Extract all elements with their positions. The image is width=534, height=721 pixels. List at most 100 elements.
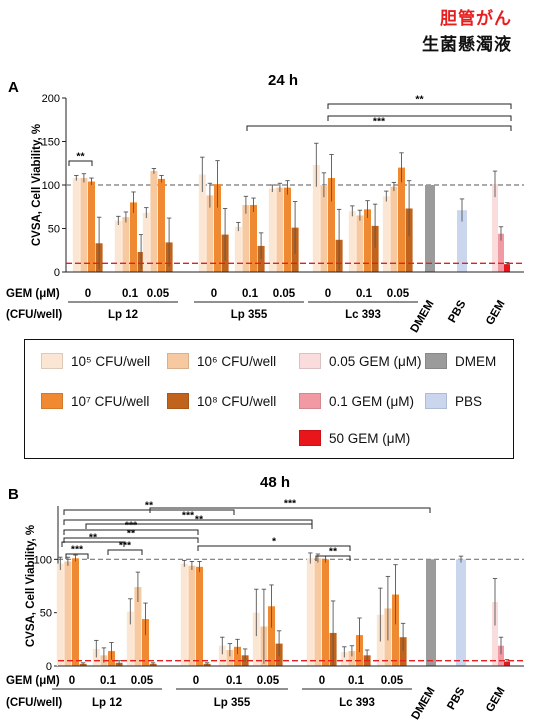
control-bar [457,210,467,272]
significance-label: ** [195,514,204,526]
bar [364,209,371,272]
significance-label: * [272,536,277,548]
legend-swatch [41,393,63,409]
bar [149,663,157,666]
gem-level-label: 0.1 [122,288,139,300]
control-bar [492,184,498,272]
bar [150,171,158,272]
legend-label: 10⁵ CFU/well [71,353,151,369]
bar [56,563,64,666]
gem-level-label: 0.1 [100,675,117,687]
legend-item: PBS [425,393,482,409]
bar [214,184,221,272]
header-title-black: 生菌懸濁液 [422,35,512,54]
gem-level-label: 0.05 [381,675,404,687]
gem-level-label: 0 [319,675,325,687]
significance-label: *** [182,510,195,522]
bar [142,619,149,666]
gem-level-label: 0.1 [348,675,365,687]
bar [340,652,348,666]
bar [268,606,275,666]
bar [356,215,364,272]
legend-swatch [425,393,447,409]
chart-title: 48 h [260,474,290,491]
significance-bracket [327,103,512,109]
legend-item: 10⁶ CFU/well [167,353,276,369]
legend-label: 10⁸ CFU/well [197,393,277,409]
control-bar [426,559,436,666]
legend-swatch [425,353,447,369]
chart-title: 24 h [268,72,298,89]
legend-label: 10⁶ CFU/well [197,353,277,369]
legend-label: 0.05 GEM (μM) [329,353,422,369]
legend-item: 10⁸ CFU/well [167,393,276,409]
y-tick-label: 0 [46,661,52,673]
gem-level-label: 0.1 [242,288,259,300]
control-bar [498,645,504,666]
gem-level-label: 0.05 [147,288,170,300]
control-label: DMEM [409,299,437,335]
bar [276,187,284,272]
significance-bracket [68,160,93,166]
bar [322,559,329,666]
gem-level-label: 0 [325,288,331,300]
legend-label: DMEM [455,353,497,369]
bar [268,188,276,272]
bar [142,212,150,272]
significance-label: ** [76,151,85,163]
legend-item: 50 GEM (μM) [299,430,410,446]
gem-level-label: 0 [193,675,199,687]
bar [371,225,379,272]
strain-label: Lc 393 [345,309,381,321]
bar [234,226,242,272]
bar [198,174,206,272]
bar [226,650,234,666]
significance-label: ** [145,500,154,512]
significance-bracket [63,509,235,515]
bar [134,587,142,666]
legend-swatch [299,393,321,409]
bar [122,217,130,272]
header-title-red: 胆管がん [440,9,512,28]
bar [218,645,226,666]
gem-level-label: 0.1 [226,675,243,687]
legend-item: 10⁵ CFU/well [41,353,150,369]
legend-item: 0.1 GEM (μM) [299,393,414,409]
significance-label: *** [71,544,84,556]
y-axis-label: CVSA, Cell Viability, % [25,525,37,647]
significance-label: ** [415,94,424,106]
significance-label: *** [125,520,138,532]
bar [348,211,356,272]
y-axis-label: CVSA, Cell Viability, % [31,124,43,246]
gem-level-label: 0.05 [131,675,154,687]
significance-bracket [149,507,431,513]
control-bar [456,559,466,666]
y-tick-label: 150 [42,137,60,149]
significance-bracket [63,529,199,535]
significance-bracket [107,549,143,555]
legend-swatch [167,353,189,369]
bar [390,186,398,272]
significance-bracket [63,519,313,525]
significance-bracket [65,553,89,559]
bar [312,164,320,272]
control-label: GEM [484,686,507,715]
legend-label: 50 GEM (μM) [329,430,411,446]
bar [64,561,72,666]
legend-swatch [299,353,321,369]
legend-label: 10⁷ CFU/well [71,393,150,409]
strain-label: Lc 393 [339,697,375,709]
y-tick-label: 0 [54,267,60,279]
bar [348,651,356,666]
bar [382,196,390,272]
bar [203,663,211,666]
bar [405,208,413,272]
bar [314,558,322,666]
bar [114,220,122,272]
panel-letter: B [8,486,19,503]
bar [72,178,80,272]
control-bar [504,264,510,272]
bar [92,648,100,666]
control-label: PBS [445,685,467,712]
